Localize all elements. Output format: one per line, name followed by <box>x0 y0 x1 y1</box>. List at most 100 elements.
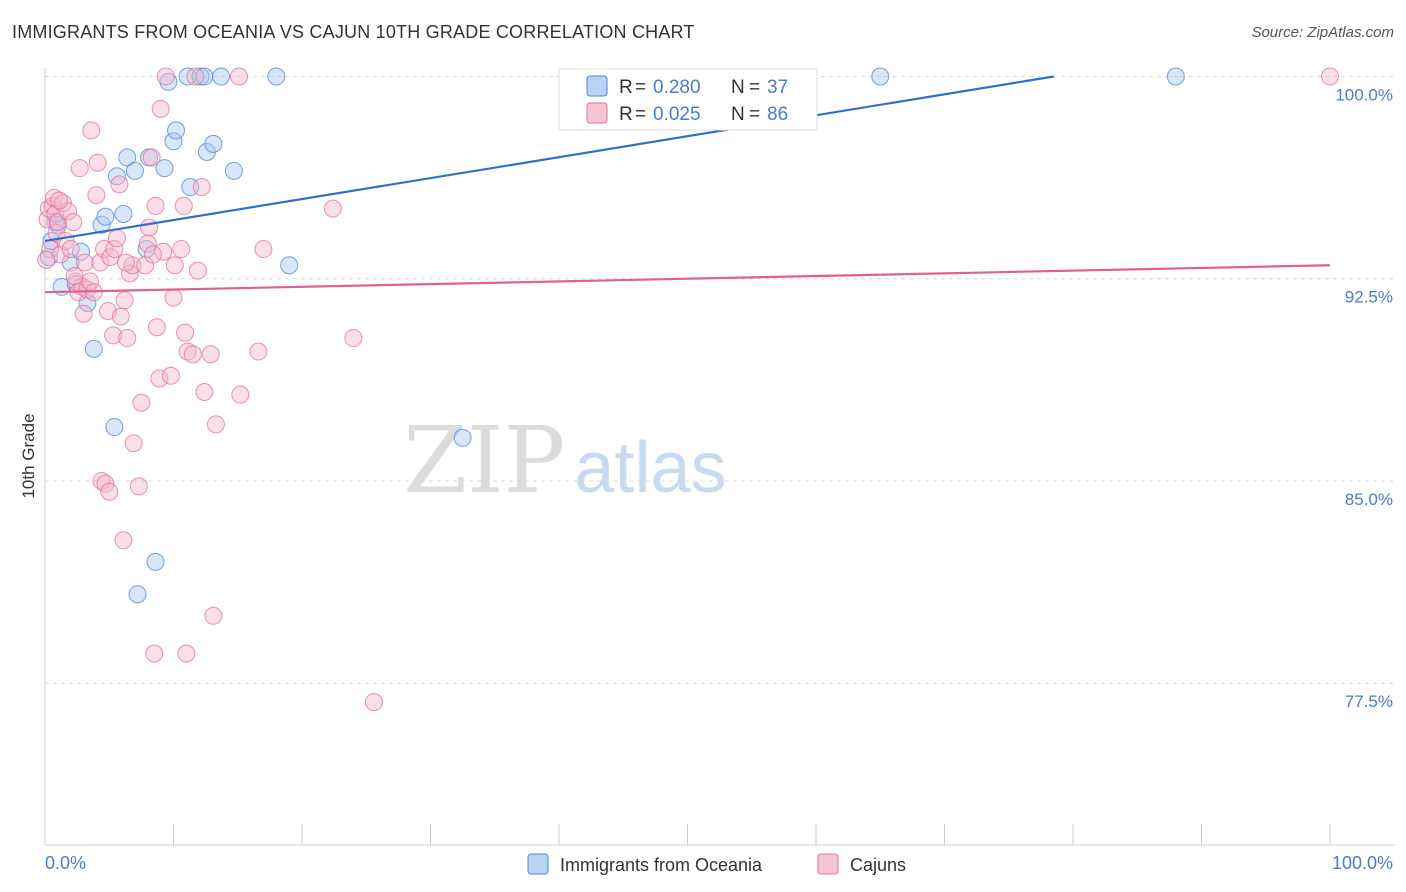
cajun-point <box>91 253 110 272</box>
oceania-point <box>871 67 890 86</box>
cajun-point <box>114 531 133 550</box>
oceania-point <box>167 121 186 140</box>
cajun-point <box>164 288 183 307</box>
oceania-point <box>118 148 137 167</box>
x-tick-label-min: 0.0% <box>45 853 86 873</box>
cajun-point <box>154 242 173 261</box>
cajun-point <box>204 606 223 625</box>
cajun-point <box>138 234 157 253</box>
x-tick-label-max: 100.0% <box>1332 853 1393 873</box>
n-value: 86 <box>767 104 788 125</box>
cajun-point <box>188 261 207 280</box>
cajun-point <box>50 191 69 210</box>
cajun-point <box>161 366 180 385</box>
cajun-point <box>104 326 123 345</box>
cajun-point <box>100 482 119 501</box>
cajun-point <box>64 213 83 232</box>
cajun-point <box>142 148 161 167</box>
chart-title: IMMIGRANTS FROM OCEANIA VS CAJUN 10TH GR… <box>12 22 695 42</box>
oceania-point <box>71 242 90 261</box>
oceania-point <box>146 552 165 571</box>
watermark-zip: ZIP <box>403 407 565 514</box>
cajun-point <box>183 345 202 364</box>
cajun-point <box>145 644 164 663</box>
n-value: 37 <box>767 77 788 98</box>
chart-source: Source: ZipAtlas.com <box>1251 24 1394 41</box>
y-tick-label: 92.5% <box>1345 288 1393 307</box>
cajun-point <box>178 342 197 361</box>
cajun-point <box>44 188 63 207</box>
oceania-point <box>114 205 133 224</box>
oceania-point <box>1166 67 1185 86</box>
oceania-legend-swatch <box>586 75 608 97</box>
cajun-point <box>110 175 129 194</box>
cajun-point <box>249 342 268 361</box>
oceania-point <box>224 161 243 180</box>
r-equals: = <box>635 77 646 98</box>
n-label: N <box>731 104 745 125</box>
oceania-point <box>125 161 144 180</box>
cajun-point <box>254 240 273 259</box>
oceania-legend-label: Immigrants from Oceania <box>560 855 763 875</box>
oceania-point <box>105 418 124 437</box>
cajun-point <box>201 345 220 364</box>
cajun-point <box>37 250 56 269</box>
cajun-point <box>177 644 196 663</box>
cajun-point <box>111 307 130 326</box>
cajun-point <box>147 318 166 337</box>
cajun-point <box>231 385 250 404</box>
cajun-point <box>146 196 165 215</box>
cajun-trend-line <box>44 264 1331 294</box>
cajun-bottom-legend-swatch <box>817 853 839 875</box>
oceania-point <box>212 67 231 86</box>
r-value: 0.280 <box>653 77 701 98</box>
y-tick-label: 100.0% <box>1335 85 1393 104</box>
cajun-point <box>51 245 70 264</box>
cajun-point <box>87 186 106 205</box>
cajun-point <box>70 159 89 178</box>
cajun-point <box>82 121 101 140</box>
cajun-point <box>176 323 195 342</box>
oceania-point <box>204 134 223 153</box>
oceania-point <box>96 207 115 226</box>
n-label: N <box>731 77 745 98</box>
y-axis-label: 10th Grade <box>19 413 38 498</box>
cajun-point <box>165 256 184 275</box>
oceania-point <box>155 159 174 178</box>
oceania-point <box>453 428 472 447</box>
cajun-point <box>118 329 137 348</box>
cajun-point <box>61 240 80 259</box>
cajun-point <box>174 196 193 215</box>
cajun-point <box>75 253 94 272</box>
oceania-point <box>267 67 286 86</box>
cajun-point <box>132 393 151 412</box>
r-label: R <box>619 104 633 125</box>
oceania-point <box>84 339 103 358</box>
oceania-trend-line <box>44 75 1054 243</box>
oceania-point <box>280 256 299 275</box>
n-equals: = <box>749 104 760 125</box>
oceania-bottom-legend-swatch <box>527 853 549 875</box>
oceania-point <box>164 132 183 151</box>
cajun-point <box>1321 67 1339 86</box>
oceania-point <box>191 67 210 86</box>
cajun-point <box>206 415 225 434</box>
cajun-point <box>74 304 93 323</box>
cajun-point <box>192 178 211 197</box>
cajun-point <box>65 267 84 286</box>
cajun-point <box>195 382 214 401</box>
cajun-point <box>129 477 148 496</box>
r-value: 0.025 <box>653 104 701 125</box>
y-tick-label: 85.0% <box>1345 490 1393 509</box>
cajun-point <box>344 329 363 348</box>
cajun-point <box>116 253 135 272</box>
cajun-point <box>105 240 124 259</box>
cajun-point <box>323 199 342 218</box>
cajun-point <box>124 434 143 453</box>
cajun-point <box>88 153 107 172</box>
r-equals: = <box>635 104 646 125</box>
r-label: R <box>619 77 633 98</box>
cajun-point <box>150 369 169 388</box>
